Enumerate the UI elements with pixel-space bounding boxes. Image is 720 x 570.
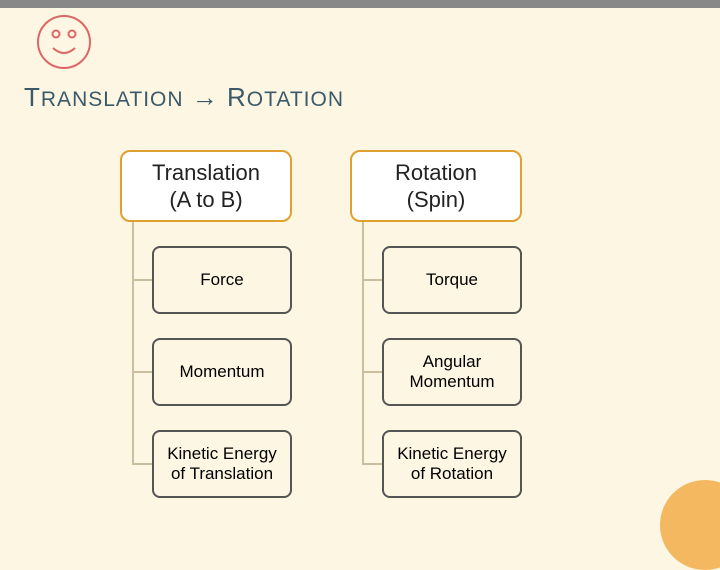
rotation-column: Rotation (Spin) Torque Angular Momentum …: [350, 150, 522, 498]
node-box: Angular Momentum: [382, 338, 522, 406]
node-label: Kinetic Energy of Translation: [160, 444, 284, 485]
column-header-rotation: Rotation (Spin): [350, 150, 522, 222]
header-line: Translation: [152, 159, 260, 187]
horizontal-connector: [362, 463, 382, 465]
node-row: Kinetic Energy of Translation: [120, 430, 292, 498]
node-box: Kinetic Energy of Rotation: [382, 430, 522, 498]
node-box: Momentum: [152, 338, 292, 406]
node-label: Force: [200, 270, 243, 290]
horizontal-connector: [362, 279, 382, 281]
node-box: Torque: [382, 246, 522, 314]
horizontal-connector: [132, 463, 152, 465]
header-line: Rotation: [395, 159, 477, 187]
node-row: Angular Momentum: [350, 338, 522, 406]
translation-column: Translation (A to B) Force Momentum Kine…: [120, 150, 292, 498]
horizontal-connector: [362, 371, 382, 373]
node-box: Kinetic Energy of Translation: [152, 430, 292, 498]
horizontal-connector: [132, 279, 152, 281]
node-row: Force: [120, 246, 292, 314]
corner-circle-decoration: [660, 480, 720, 570]
node-box: Force: [152, 246, 292, 314]
node-row: Torque: [350, 246, 522, 314]
node-label: Torque: [426, 270, 478, 290]
header-line: (A to B): [169, 186, 242, 214]
node-label: Momentum: [179, 362, 264, 382]
node-label: Kinetic Energy of Rotation: [390, 444, 514, 485]
smiley-icon: [36, 14, 92, 70]
node-row: Momentum: [120, 338, 292, 406]
node-row: Kinetic Energy of Rotation: [350, 430, 522, 498]
top-accent-bar: [0, 0, 720, 8]
column-header-translation: Translation (A to B): [120, 150, 292, 222]
diagram-columns: Translation (A to B) Force Momentum Kine…: [120, 150, 522, 498]
node-label: Angular Momentum: [390, 352, 514, 393]
page-title: TRANSLATION → ROTATION: [24, 82, 344, 113]
header-line: (Spin): [407, 186, 466, 214]
horizontal-connector: [132, 371, 152, 373]
